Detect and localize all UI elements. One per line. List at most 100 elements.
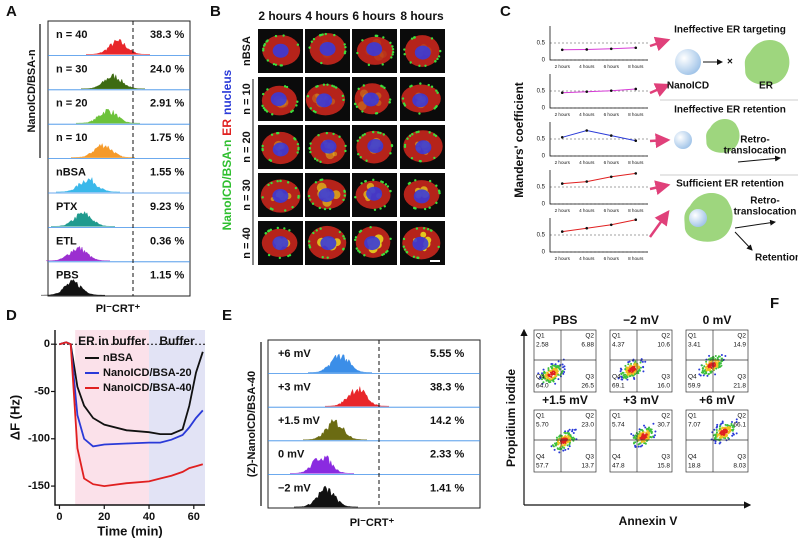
bsa-spot <box>358 251 361 254</box>
bsa-spot <box>391 53 394 56</box>
nucleus <box>412 236 429 251</box>
event-dot <box>646 435 649 438</box>
event-dot <box>550 375 553 378</box>
data-point <box>560 182 564 185</box>
bsa-spot <box>333 33 336 37</box>
x-tick-label: 8 hours <box>628 112 644 117</box>
event-dot <box>715 431 718 434</box>
quadrant-value: 59.9 <box>688 383 701 390</box>
bsa-spot <box>318 34 322 37</box>
y-axis-label: Propidium iodide <box>504 369 518 467</box>
event-dot <box>705 360 708 363</box>
event-dot <box>563 437 566 440</box>
x-tick-label: 8 hours <box>628 160 644 165</box>
quadrant-value: 21.8 <box>733 383 746 390</box>
bsa-spot <box>359 156 362 159</box>
row-label: n = 30 <box>241 179 253 211</box>
bsa-spot <box>308 246 312 249</box>
data-point <box>634 218 638 221</box>
nucleus <box>367 139 384 154</box>
bsa-spot <box>314 181 318 184</box>
event-dot <box>702 366 705 369</box>
quadrant-name: Q4 <box>612 454 621 461</box>
row-percent: 1.55 % <box>150 167 184 179</box>
bsa-spot <box>315 229 318 232</box>
nucleus <box>272 43 289 58</box>
event-dot <box>547 367 550 370</box>
event-dot <box>634 434 637 437</box>
quadrant-value: 30.7 <box>657 422 670 429</box>
bsa-spot <box>391 50 395 54</box>
event-dot <box>702 374 705 377</box>
x-tick-label: 8 hours <box>628 208 644 213</box>
quadrant-name: Q1 <box>688 333 697 340</box>
bsa-spot <box>362 84 366 87</box>
group-label: (Z)-NanoICD/BSA-40 <box>246 371 258 477</box>
quadrant-name: Q1 <box>536 333 545 340</box>
bsa-spot <box>358 230 362 234</box>
bsa-spot <box>373 208 377 211</box>
bsa-spot <box>261 104 264 108</box>
bsa-spot <box>344 144 347 148</box>
region-label: Buffer <box>159 334 195 348</box>
event-dot <box>719 425 722 428</box>
bsa-spot <box>414 179 417 182</box>
bsa-spot <box>361 39 364 42</box>
event-dot <box>574 428 577 431</box>
bsa-spot <box>270 133 274 136</box>
bsa-spot <box>437 55 441 58</box>
event-dot <box>715 426 718 429</box>
event-dot <box>547 379 550 382</box>
event-dot <box>725 430 728 433</box>
bsa-spot <box>308 198 312 201</box>
hist-frame <box>267 339 481 509</box>
bsa-spot <box>403 145 407 149</box>
event-dot <box>541 382 544 385</box>
axes <box>549 74 648 109</box>
bsa-spot <box>288 229 291 232</box>
event-dot <box>555 436 558 439</box>
x-tick-label: 4 hours <box>579 208 595 213</box>
bsa-spot <box>402 245 406 248</box>
y-tick-label: 0.5 <box>537 137 546 143</box>
nanoicd-sphere <box>674 131 692 149</box>
row-percent: 1.75 % <box>150 132 184 144</box>
bsa-spot <box>267 183 270 187</box>
data-point <box>609 134 613 137</box>
event-dot <box>557 373 560 376</box>
event-dot <box>548 375 551 378</box>
event-dot <box>554 382 557 385</box>
column-header: 2 hours <box>258 9 302 23</box>
group-label: NanoICD/BSA-n <box>26 49 38 132</box>
bsa-spot <box>436 91 439 94</box>
legend-label: NanoICD/BSA-20 <box>103 367 192 379</box>
event-dot <box>632 376 635 379</box>
y-tick-label: 0 <box>542 106 546 112</box>
event-dot <box>726 424 729 427</box>
bsa-spot <box>372 130 375 134</box>
quadrant-name: Q3 <box>737 374 746 381</box>
bsa-spot <box>311 202 315 205</box>
bsa-spot <box>267 253 271 257</box>
quadrant-value: 16.0 <box>657 383 670 390</box>
event-dot <box>568 440 571 443</box>
bsa-spot <box>412 206 416 210</box>
event-dot <box>626 367 629 370</box>
event-dot <box>715 367 718 370</box>
data-point <box>585 90 589 93</box>
bsa-spot <box>365 159 368 162</box>
axes <box>54 330 205 506</box>
data-point <box>609 223 613 227</box>
nucleus <box>316 93 333 108</box>
x-tick-label: 2 hours <box>555 64 571 69</box>
bsa-spot <box>435 184 438 187</box>
event-dot <box>634 364 637 367</box>
plot-title: +6 mV <box>699 393 735 407</box>
event-dot <box>700 371 703 374</box>
bsa-spot <box>283 227 286 230</box>
event-dot <box>562 366 565 369</box>
row-label: PBS <box>56 270 79 282</box>
event-dot <box>727 436 730 439</box>
row-percent: 2.33 % <box>430 449 464 461</box>
